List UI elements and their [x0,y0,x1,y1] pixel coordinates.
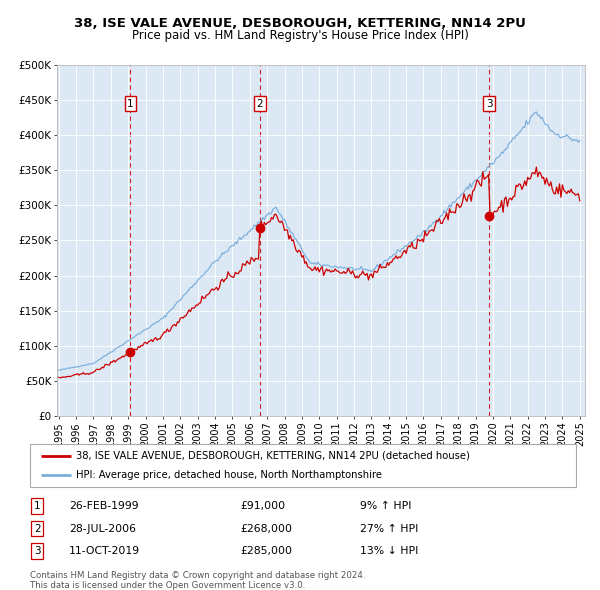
Text: 1: 1 [127,99,134,109]
Text: £268,000: £268,000 [240,523,292,533]
Text: 38, ISE VALE AVENUE, DESBOROUGH, KETTERING, NN14 2PU (detached house): 38, ISE VALE AVENUE, DESBOROUGH, KETTERI… [76,451,470,461]
Text: HPI: Average price, detached house, North Northamptonshire: HPI: Average price, detached house, Nort… [76,470,382,480]
Text: This data is licensed under the Open Government Licence v3.0.: This data is licensed under the Open Gov… [30,581,305,589]
Text: Price paid vs. HM Land Registry's House Price Index (HPI): Price paid vs. HM Land Registry's House … [131,29,469,42]
Text: 11-OCT-2019: 11-OCT-2019 [69,546,140,556]
Text: 9% ↑ HPI: 9% ↑ HPI [360,501,412,511]
Text: Contains HM Land Registry data © Crown copyright and database right 2024.: Contains HM Land Registry data © Crown c… [30,571,365,580]
Text: 1: 1 [34,501,41,511]
Text: £285,000: £285,000 [240,546,292,556]
Text: 2: 2 [34,523,41,533]
Text: 3: 3 [486,99,493,109]
Text: £91,000: £91,000 [240,501,285,511]
Text: 13% ↓ HPI: 13% ↓ HPI [360,546,418,556]
Text: 26-FEB-1999: 26-FEB-1999 [69,501,139,511]
Text: 28-JUL-2006: 28-JUL-2006 [69,523,136,533]
Text: 38, ISE VALE AVENUE, DESBOROUGH, KETTERING, NN14 2PU: 38, ISE VALE AVENUE, DESBOROUGH, KETTERI… [74,17,526,30]
Text: 2: 2 [256,99,263,109]
Text: 3: 3 [34,546,41,556]
Text: 27% ↑ HPI: 27% ↑ HPI [360,523,418,533]
FancyBboxPatch shape [30,444,576,487]
